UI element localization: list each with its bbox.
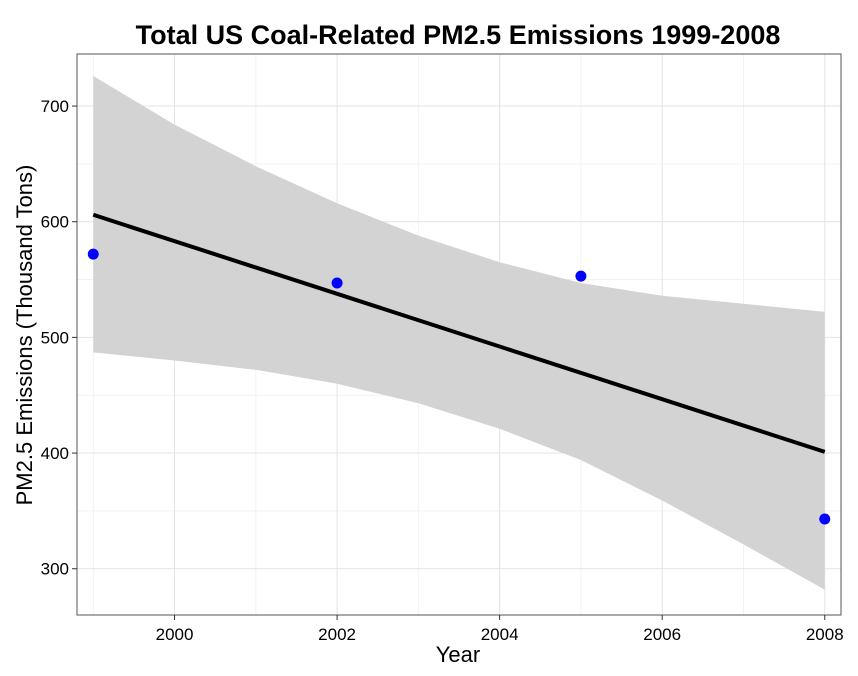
y-tick-label: 700 (41, 97, 69, 116)
y-tick-label: 300 (41, 560, 69, 579)
x-tick-label: 2008 (806, 625, 844, 644)
data-point (331, 277, 343, 289)
y-tick-label: 600 (41, 213, 69, 232)
data-point (819, 513, 831, 525)
trend-line-group (92, 212, 826, 454)
data-points (87, 248, 831, 525)
y-axis-label: PM2.5 Emissions (Thousand Tons) (12, 165, 37, 506)
y-tick-label: 400 (41, 444, 69, 463)
data-point (87, 248, 99, 260)
x-axis-ticks: 2000 2002 2004 2006 2008 (156, 615, 844, 644)
y-tick-label: 500 (41, 328, 69, 347)
x-tick-label: 2006 (643, 625, 681, 644)
trend-line (92, 212, 826, 454)
x-tick-label: 2000 (156, 625, 194, 644)
chart-title: Total US Coal-Related PM2.5 Emissions 19… (136, 20, 781, 50)
plot-panel-border (76, 53, 842, 616)
x-tick-label: 2002 (318, 625, 356, 644)
x-axis-label: Year (436, 642, 480, 667)
x-tick-label: 2004 (481, 625, 519, 644)
y-axis-ticks: 300 400 500 600 700 (41, 97, 77, 579)
data-point (575, 270, 587, 282)
